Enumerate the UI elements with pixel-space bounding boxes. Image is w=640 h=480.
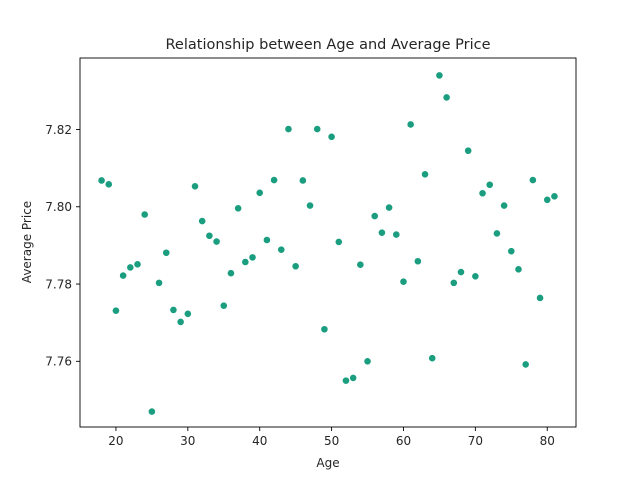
data-point-52: [471, 272, 480, 281]
data-point-24: [270, 176, 278, 184]
data-point-13: [191, 182, 199, 191]
data-point-26: [284, 125, 293, 134]
points-layer: [97, 71, 559, 416]
data-point-33: [334, 238, 343, 246]
data-point-15: [205, 231, 214, 240]
data-point-39: [378, 228, 386, 237]
data-point-31: [320, 325, 329, 334]
data-point-7: [147, 407, 156, 416]
x-tick-label: 70: [468, 434, 483, 448]
data-point-32: [327, 132, 336, 141]
data-point-17: [219, 301, 228, 310]
data-point-58: [514, 265, 523, 274]
data-point-57: [507, 247, 516, 256]
data-point-54: [485, 180, 494, 189]
data-point-19: [234, 204, 243, 213]
y-axis-ticks: 7.76 7.78 7.80 7.82: [45, 123, 80, 369]
data-point-20: [241, 258, 250, 266]
data-point-36: [356, 260, 365, 269]
y-tick-label: 7.76: [45, 355, 72, 369]
data-point-6: [140, 210, 149, 219]
chart-title: Relationship between Age and Average Pri…: [166, 37, 491, 53]
data-point-53: [478, 189, 487, 198]
data-point-55: [493, 229, 501, 238]
data-point-14: [198, 217, 207, 225]
x-tick-label: 50: [324, 434, 339, 448]
data-point-56: [500, 201, 509, 210]
data-point-46: [428, 354, 437, 363]
data-point-10: [169, 306, 178, 314]
data-point-18: [227, 269, 235, 278]
data-point-50: [457, 268, 465, 276]
data-point-2: [112, 306, 120, 315]
data-point-51: [464, 146, 473, 155]
y-tick-label: 7.80: [45, 200, 72, 214]
data-point-8: [155, 278, 163, 287]
x-tick-label: 20: [108, 434, 123, 448]
data-point-63: [550, 192, 559, 201]
data-point-43: [406, 120, 415, 129]
x-tick-label: 80: [540, 434, 555, 448]
data-point-47: [435, 71, 444, 80]
data-point-22: [255, 188, 264, 197]
x-axis-label: Age: [316, 456, 339, 470]
data-point-42: [399, 277, 408, 286]
y-tick-label: 7.78: [45, 277, 72, 291]
data-point-0: [97, 176, 106, 185]
y-tick-label: 7.82: [45, 123, 72, 137]
data-point-62: [543, 195, 552, 204]
data-point-37: [363, 357, 372, 366]
data-point-16: [212, 237, 221, 246]
data-point-30: [313, 125, 322, 134]
x-axis-ticks: 20 30 40 50 60 70 80: [108, 427, 555, 448]
data-point-49: [449, 278, 458, 287]
data-point-21: [248, 253, 257, 262]
x-tick-label: 60: [396, 434, 411, 448]
data-point-28: [298, 176, 307, 185]
data-point-38: [370, 212, 379, 220]
data-point-48: [442, 93, 451, 102]
data-point-5: [133, 260, 142, 269]
data-point-4: [126, 263, 135, 272]
y-axis-label: Average Price: [20, 201, 34, 283]
data-point-41: [392, 230, 401, 239]
data-point-45: [421, 170, 429, 179]
x-tick-label: 40: [252, 434, 267, 448]
data-point-12: [183, 309, 192, 318]
data-point-11: [176, 317, 185, 326]
data-point-23: [262, 236, 271, 244]
data-point-27: [291, 262, 300, 271]
data-point-40: [385, 203, 393, 212]
data-point-34: [342, 376, 350, 385]
data-point-44: [413, 257, 422, 266]
data-point-60: [528, 176, 537, 184]
data-point-29: [306, 201, 314, 210]
data-point-9: [162, 248, 171, 257]
data-point-1: [104, 180, 113, 189]
data-point-35: [349, 374, 358, 382]
data-point-61: [536, 294, 544, 302]
data-point-3: [119, 271, 128, 280]
plot-frame: [79, 57, 577, 428]
data-point-59: [521, 360, 530, 369]
x-tick-label: 30: [180, 434, 195, 448]
data-point-25: [277, 245, 286, 254]
